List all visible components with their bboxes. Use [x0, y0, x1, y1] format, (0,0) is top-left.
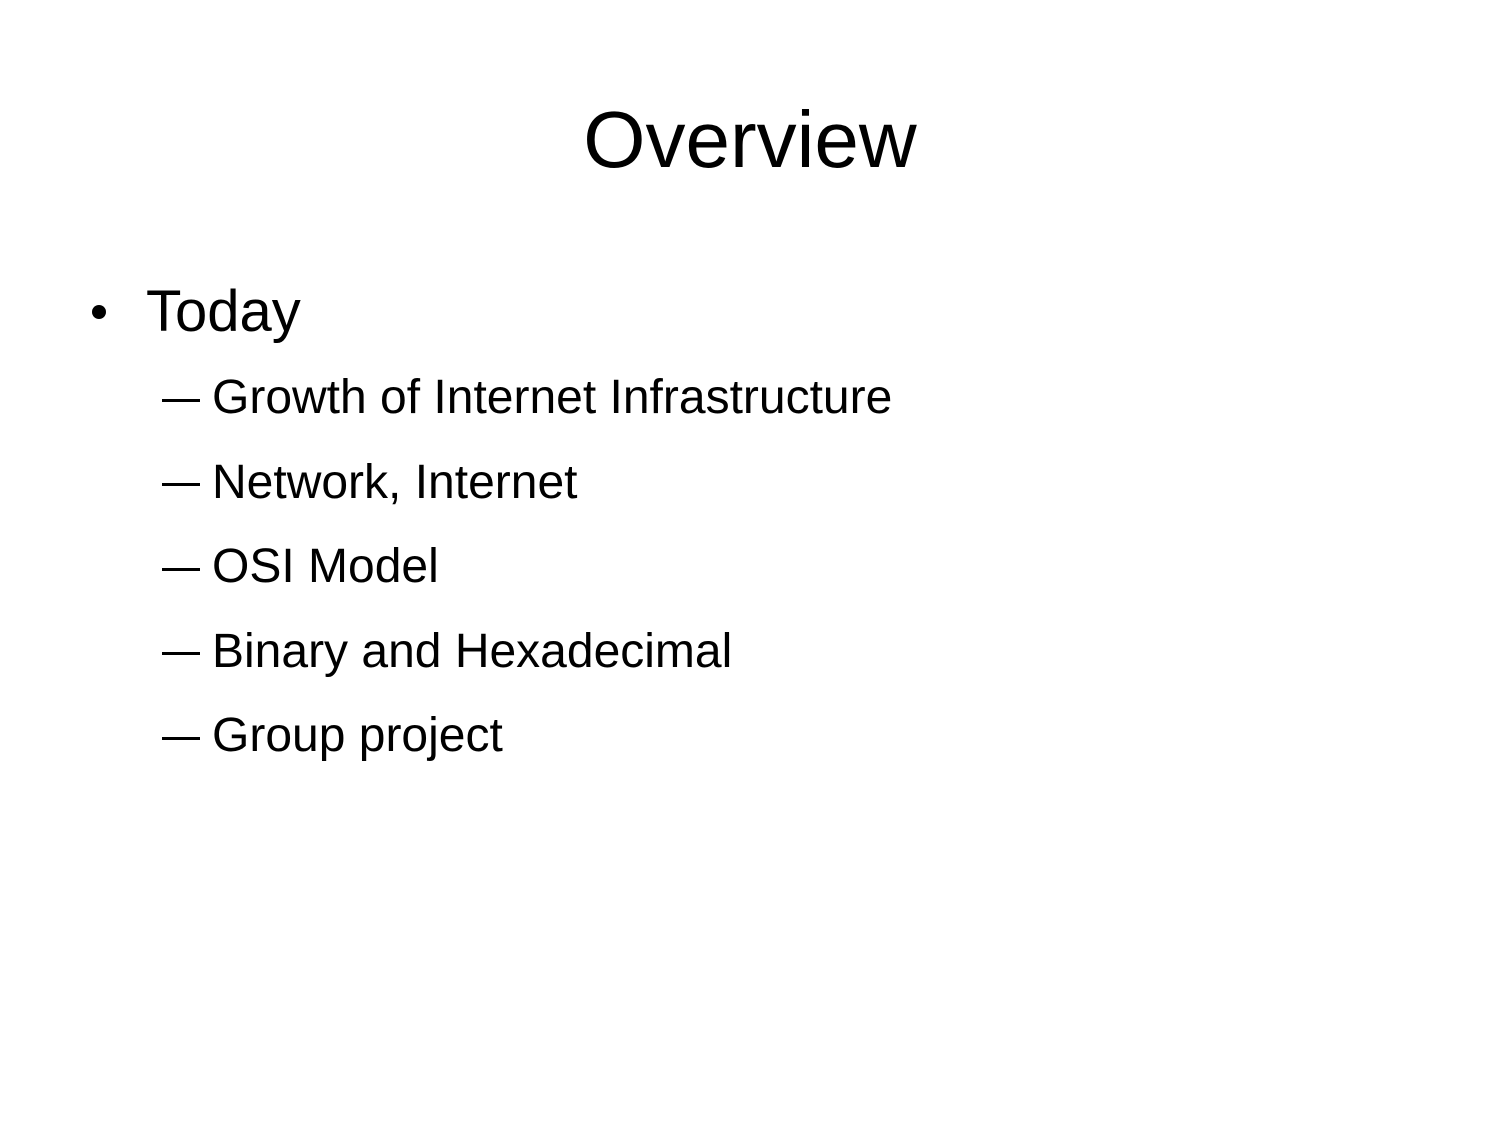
bullet-label: Today	[146, 279, 301, 344]
sub-bullet-list: Growth of Internet Infrastructure Networ…	[162, 368, 892, 791]
sub-bullet-item: OSI Model	[162, 537, 892, 597]
sub-bullet-label: Binary and Hexadecimal	[212, 624, 733, 678]
dash-icon	[162, 483, 200, 486]
dash-icon	[162, 567, 200, 571]
dash-icon	[162, 736, 200, 740]
sub-bullet-item: Growth of Internet Infrastructure	[162, 368, 892, 428]
sub-bullet-item: Binary and Hexadecimal	[162, 622, 892, 682]
dash-icon	[162, 652, 200, 655]
sub-bullet-label: Network, Internet	[212, 455, 578, 509]
sub-bullet-label: Group project	[212, 709, 503, 762]
sub-bullet-item: Network, Internet	[162, 453, 892, 513]
dash-icon	[162, 398, 200, 402]
sub-bullet-label: Growth of Internet Infrastructure	[212, 371, 893, 424]
sub-bullet-label: OSI Model	[212, 540, 439, 593]
slide-title: Overview	[583, 95, 917, 184]
bullet-dot-icon	[92, 305, 106, 319]
sub-bullet-item: Group project	[162, 706, 892, 766]
bullet-item-today: Today	[86, 278, 301, 346]
